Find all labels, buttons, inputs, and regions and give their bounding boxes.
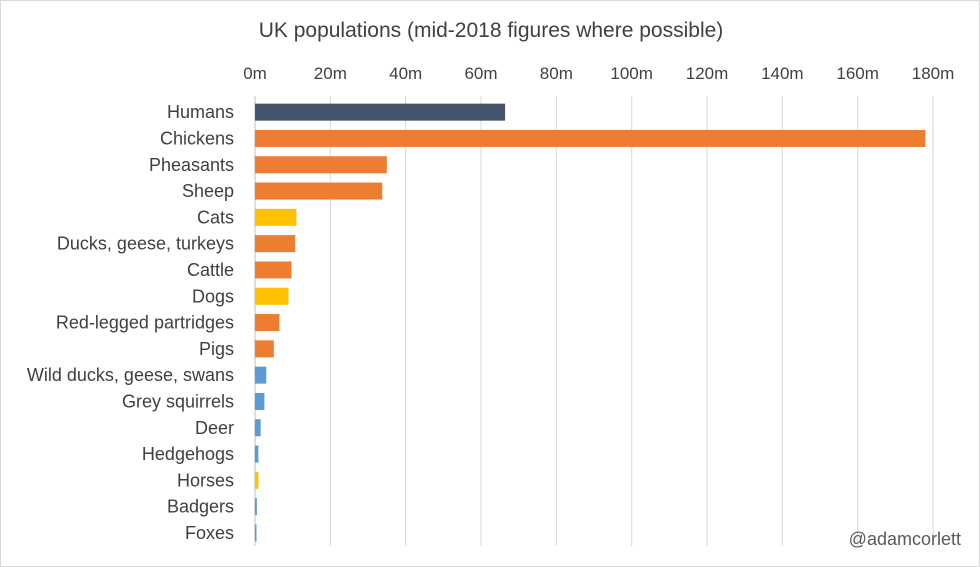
- category-label: Red-legged partridges: [56, 313, 234, 333]
- bar: [255, 392, 265, 410]
- bar: [255, 445, 259, 463]
- bar: [255, 182, 383, 200]
- x-tick-label: 120m: [686, 64, 729, 83]
- category-label: Pigs: [199, 339, 234, 359]
- category-label: Grey squirrels: [122, 391, 234, 411]
- bar: [255, 103, 506, 121]
- category-label: Foxes: [185, 523, 234, 543]
- category-label: Cattle: [187, 260, 234, 280]
- x-tick-label: 180m: [912, 64, 955, 83]
- category-label: Pheasants: [149, 155, 234, 175]
- bar: [255, 129, 926, 147]
- category-label: Humans: [167, 102, 234, 122]
- x-tick-label: 160m: [836, 64, 879, 83]
- x-tick-label: 40m: [389, 64, 422, 83]
- category-label: Ducks, geese, turkeys: [57, 234, 234, 254]
- category-label: Deer: [195, 418, 234, 438]
- x-tick-label: 20m: [314, 64, 347, 83]
- bar: [255, 419, 261, 437]
- bar: [255, 366, 267, 384]
- bar: [255, 524, 257, 542]
- bar: [255, 498, 257, 516]
- x-tick-label: 140m: [761, 64, 804, 83]
- bar: [255, 235, 296, 253]
- category-label: Cats: [197, 207, 234, 227]
- category-label: Wild ducks, geese, swans: [27, 365, 234, 385]
- bar: [255, 471, 259, 489]
- x-tick-label: 60m: [464, 64, 497, 83]
- bar: [255, 261, 292, 279]
- bar: [255, 208, 297, 226]
- x-tick-label: 80m: [540, 64, 573, 83]
- bar: [255, 314, 280, 332]
- bar: [255, 156, 387, 174]
- bar: [255, 340, 274, 358]
- x-tick-label: 0m: [243, 64, 267, 83]
- chart-title: UK populations (mid-2018 figures where p…: [258, 19, 724, 42]
- category-label: Horses: [177, 470, 234, 490]
- bar: [255, 287, 289, 305]
- credit-label: @adamcorlett: [848, 529, 961, 549]
- category-label: Chickens: [160, 128, 234, 148]
- x-tick-label: 100m: [610, 64, 653, 83]
- category-label: Hedgehogs: [142, 444, 234, 464]
- category-label: Sheep: [182, 181, 234, 201]
- category-label: Dogs: [192, 286, 234, 306]
- category-label: Badgers: [167, 497, 234, 517]
